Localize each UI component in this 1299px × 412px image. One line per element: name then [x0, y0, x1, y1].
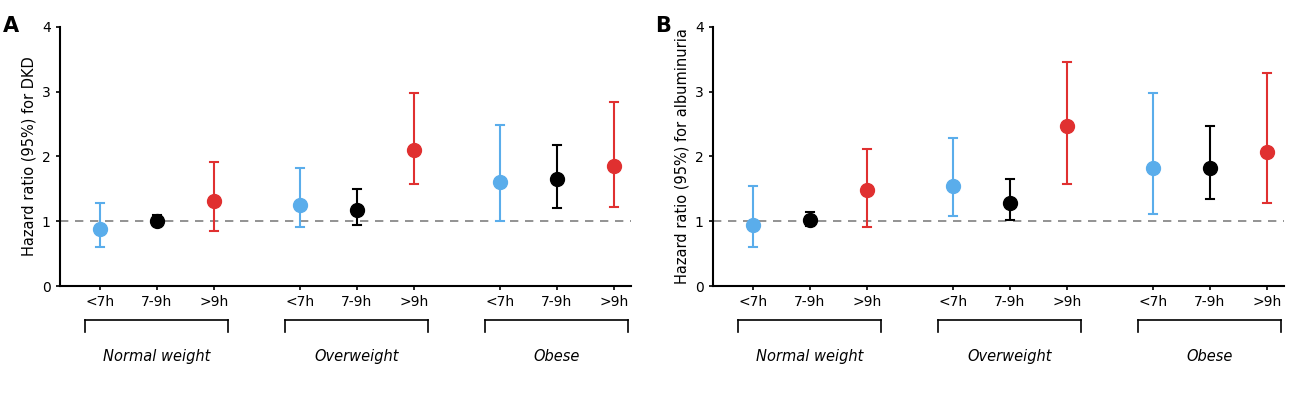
Text: Obese: Obese — [1187, 349, 1233, 364]
Text: Obese: Obese — [534, 349, 581, 364]
Text: Normal weight: Normal weight — [756, 349, 864, 364]
Y-axis label: Hazard ratio (95%) for DKD: Hazard ratio (95%) for DKD — [21, 56, 36, 256]
Y-axis label: Hazard ratio (95%) for albuminuria: Hazard ratio (95%) for albuminuria — [674, 28, 690, 284]
Text: Normal weight: Normal weight — [103, 349, 210, 364]
Text: B: B — [656, 16, 672, 36]
Text: A: A — [3, 16, 18, 36]
Text: Overweight: Overweight — [968, 349, 1052, 364]
Text: Overweight: Overweight — [314, 349, 399, 364]
